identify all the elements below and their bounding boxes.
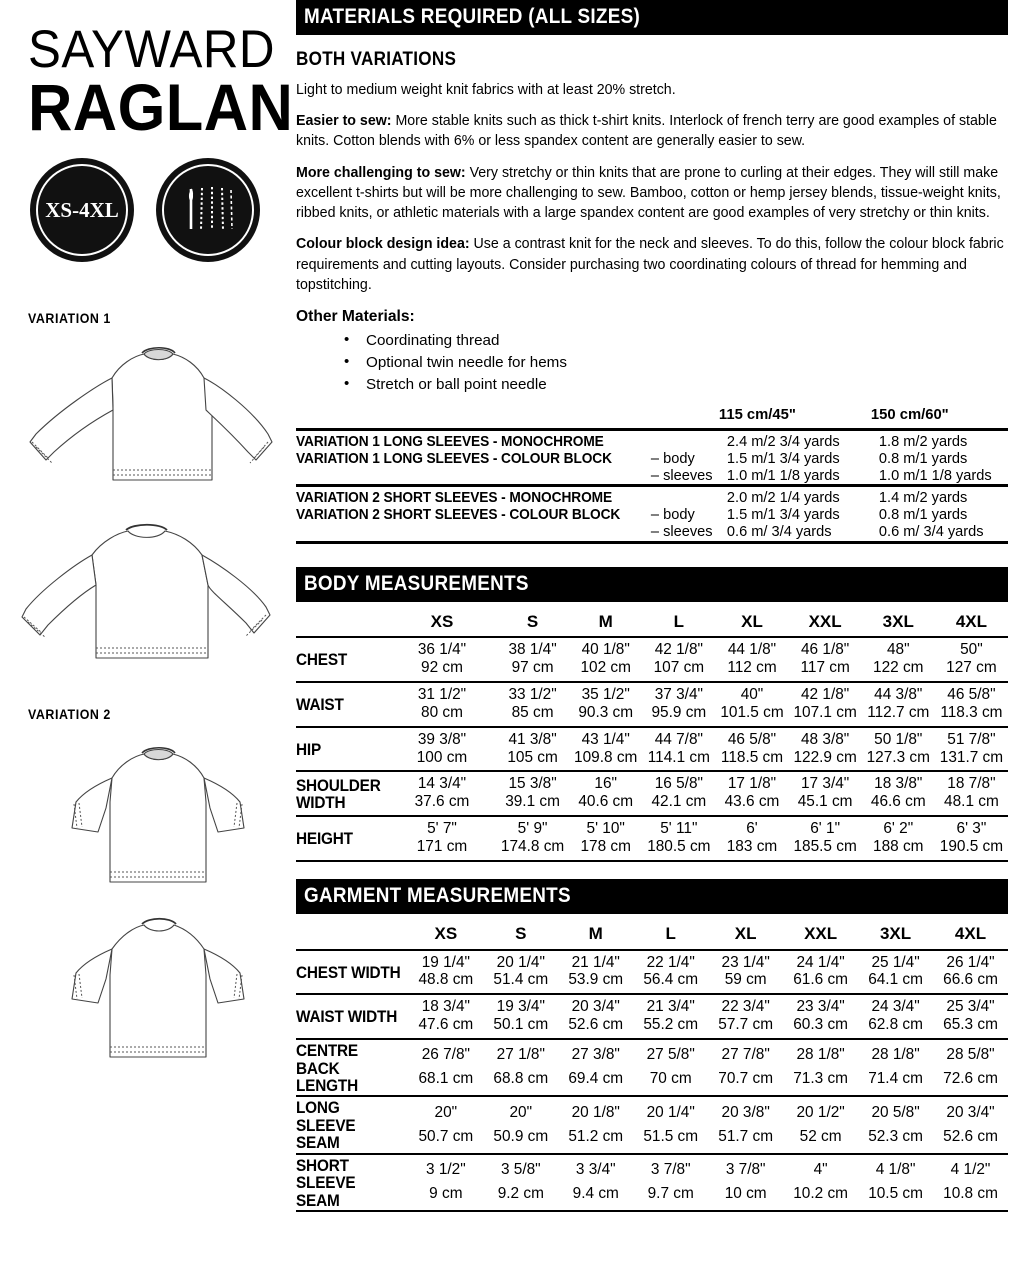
size-header-m: M [588,923,603,943]
size-range-badge: XS-4XL [30,158,134,262]
fabric-width-150: 150 cm/60" [870,406,949,423]
size-header-s: S [515,923,527,943]
garment-measurements-table: XS S M L XL XXL 3XL 4XL CHEST WIDTH 19 1… [296,918,1008,1214]
size-header-s: S [526,611,539,631]
table-row: 9 cm 9.2 cm 9.4 cm 9.7 cm 10 cm 10.2 cm … [429,1185,998,1203]
other-materials-heading: Other Materials: [296,307,415,325]
illustration-long-sleeve-back [21,523,271,659]
size-header-xl: XL [741,611,763,631]
table-row: LONG SLEEVE SEAM 20" 20" 20 1/8" 20 1/4"… [296,1095,1008,1154]
illustration-short-sleeve-front [71,746,245,883]
size-header-xs: XS [434,923,458,943]
easier-to-sew-label: Easier to sew: [296,112,392,130]
size-header-l: L [665,923,676,943]
table-row: CHEST WIDTH 19 1/4" 20 1/4" 21 1/4" 22 1… [296,948,1008,995]
table-row: WAIST 31 1/2" 33 1/2" 35 1/2" 37 3/4" 40… [296,681,1008,727]
brand-line-1: SAYWARD [28,20,275,79]
body-measurements-table: XS S M L XL XXL 3XL 4XL CHEST 36 1/4" 38… [296,606,1008,863]
needles-badge [156,158,260,262]
more-challenging-text: Very stretchy or thin knits that are pro… [296,163,1001,222]
size-header-row: XS S M L XL XXL 3XL 4XL [296,918,1008,950]
table-row: WAIST WIDTH 18 3/4" 19 3/4" 20 3/4" 21 3… [296,993,1008,1040]
size-header-row: XS S M L XL XXL 3XL 4XL [296,606,1008,638]
table-row: 50.7 cm 50.9 cm 51.2 cm 51.5 cm 51.7 cm … [418,1127,998,1145]
brand-line-2: RAGLAN [28,69,294,144]
more-challenging-paragraph: More challenging to sew: Very stretchy o… [296,163,1008,224]
illustration-short-sleeve-back [71,917,245,1058]
easier-to-sew-paragraph: Easier to sew: More stable knits such as… [296,111,1008,151]
size-header-xxl: XXL [808,611,842,631]
fabric-width-header-row: 115 cm/45" 150 cm/60" [296,406,1008,429]
size-header-l: L [673,611,685,631]
illustration-long-sleeve-front [29,346,273,481]
table-row: 68.1 cm 68.8 cm 69.4 cm 70 cm 70.7 cm 71… [418,1070,998,1088]
other-materials-list: Coordinating thread Optional twin needle… [344,329,1008,396]
size-header-xl: XL [734,923,757,943]
size-header-3xl: 3XL [879,923,912,943]
variation-2-label: VARIATION 2 [28,707,111,722]
row-label-chest: CHEST [296,651,348,670]
row-label-height: HEIGHT [296,830,353,849]
easier-to-sew-text: More stable knits such as thick t-shirt … [296,112,997,150]
row-label-shoulder-width: SHOULDER WIDTH [296,776,381,813]
list-item: Stretch or ball point needle [344,373,1008,396]
materials-section-header: MATERIALS REQUIRED (ALL SIZES) [296,0,1008,35]
table-row: 48.8 cm 51.4 cm 53.9 cm 56.4 cm 59 cm 61… [418,971,998,989]
table-row: 37.6 cm 39.1 cm 40.6 cm 42.1 cm 43.6 cm … [414,793,999,811]
table-row: CENTRE BACK LENGTH 26 7/8" 27 1/8" 27 3/… [296,1038,1008,1097]
pattern-brand-title: SAYWARD RAGLAN [28,20,294,144]
size-header-4xl: 4XL [954,923,987,943]
needles-icon [175,175,241,246]
table-row: 171 cm 174.8 cm 178 cm 180.5 cm 183 cm 1… [416,838,1004,856]
table-row: 100 cm 105 cm 109.8 cm 114.1 cm 118.5 cm… [416,748,1004,766]
size-header-m: M [598,611,613,631]
row-label-waist-width: WAIST WIDTH [296,1008,398,1027]
body-measurements-header: BODY MEASUREMENTS [296,566,1008,602]
table-row: VARIATION 2 SHORT SLEEVES - MONOCHROME 2… [296,484,1008,507]
table-row: VARIATION 1 LONG SLEEVES - MONOCHROME 2.… [296,427,1008,451]
intro-paragraph: Light to medium weight knit fabrics with… [296,81,676,98]
table-row: SHORT SLEEVE SEAM 3 1/2" 3 5/8" 3 3/4" 3… [296,1152,1008,1212]
size-header-4xl: 4XL [955,611,988,631]
colour-block-paragraph: Colour block design idea: Use a contrast… [296,234,1008,295]
size-header-3xl: 3XL [882,611,914,631]
main-content: MATERIALS REQUIRED (ALL SIZES) BOTH VARI… [296,0,1008,1214]
table-row: HEIGHT 5' 7" 5' 9" 5' 10" 5' 11" 6' 6' 1… [296,815,1008,861]
table-row: VARIATION 1 LONG SLEEVES - COLOUR BLOCK … [296,450,968,467]
table-row: SHOULDER WIDTH 14 3/4" 15 3/8" 16" 16 5/… [296,770,1008,817]
more-challenging-label: More challenging to sew: [296,163,466,181]
colour-block-label: Colour block design idea: [296,235,470,253]
list-item: Optional twin needle for hems [344,351,1008,374]
badge-group: XS-4XL [30,158,260,262]
row-label-centre-back-length: CENTRE BACK LENGTH [296,1042,358,1095]
variation-1-label: VARIATION 1 [28,311,111,326]
both-variations-heading: BOTH VARIATIONS [296,49,457,70]
row-label-hip: HIP [296,740,322,759]
row-label-waist: WAIST [296,696,344,715]
table-row: – sleeves 0.6 m/ 3/4 yards 0.6 m/ 3/4 ya… [650,524,984,541]
row-label-short-sleeve-seam: SHORT SLEEVE SEAM [296,1156,356,1210]
table-row: 92 cm 97 cm 102 cm 107 cm 112 cm 117 cm … [421,659,997,677]
table-row: – sleeves 1.0 m/1 1/8 yards 1.0 m/1 1/8 … [650,467,992,484]
left-sidebar: SAYWARD RAGLAN XS-4XL [0,0,294,1280]
row-label-long-sleeve-seam: LONG SLEEVE SEAM [296,1099,356,1153]
fabric-requirements-table: 115 cm/45" 150 cm/60" VARIATION 1 LONG S… [296,406,1008,545]
table-row: HIP 39 3/8" 41 3/8" 43 1/4" 44 7/8" 46 5… [296,725,1008,772]
table-row: CHEST 36 1/4" 38 1/4" 40 1/8" 42 1/8" 44… [296,636,1008,682]
fabric-width-115: 115 cm/45" [718,406,796,423]
materials-section-title: MATERIALS REQUIRED (ALL SIZES) [304,5,641,28]
size-header-xs: XS [430,611,454,631]
list-item: Coordinating thread [344,329,1008,352]
table-row: 80 cm 85 cm 90.3 cm 95.9 cm 101.5 cm 107… [421,703,1003,721]
size-header-xxl: XXL [804,923,838,943]
size-range-badge-label: XS-4XL [45,197,119,222]
table-row: 47.6 cm 50.1 cm 52.6 cm 55.2 cm 57.7 cm … [418,1016,998,1034]
row-label-chest-width: CHEST WIDTH [296,963,401,982]
garment-measurements-header: GARMENT MEASUREMENTS [296,878,1008,914]
colour-block-text: Use a contrast knit for the neck and sle… [296,235,1004,293]
table-row: VARIATION 2 SHORT SLEEVES - COLOUR BLOCK… [296,507,968,524]
